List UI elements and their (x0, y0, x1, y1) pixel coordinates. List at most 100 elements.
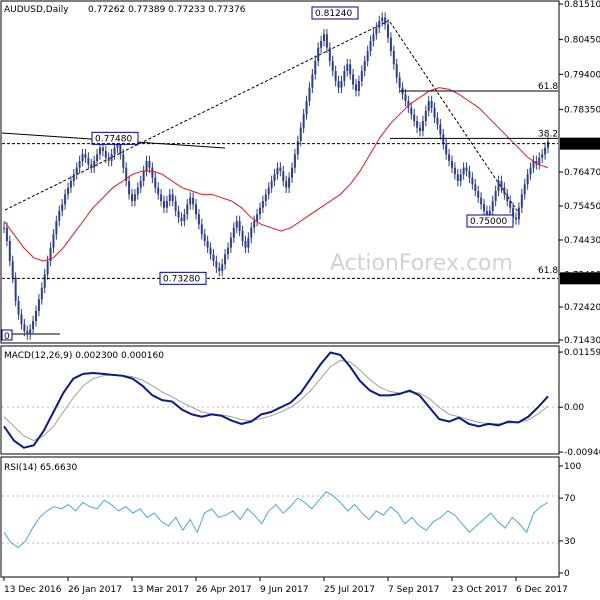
candle-body (471, 177, 474, 185)
candle-body (203, 234, 206, 241)
candle-body (58, 211, 61, 221)
level-box-label: 0.81240 (315, 9, 352, 19)
candle-body (532, 161, 535, 168)
price-pane: ActionForex.com 0.81240 0.77480 0.75000 0.7… (0, 0, 600, 346)
candle-body (538, 157, 541, 165)
candle-body (357, 81, 360, 91)
candle-body (5, 227, 8, 241)
candle-body (101, 147, 104, 151)
x-tick-label: 9 Jun 2017 (260, 585, 308, 595)
candle-body (148, 161, 151, 168)
min-level-label: 0 (4, 332, 10, 342)
candle-body (305, 101, 308, 115)
candle-body (451, 161, 453, 168)
candle-body (323, 34, 325, 41)
candle-body (372, 34, 375, 41)
support-price-label: 0.73280 (562, 274, 599, 284)
trendline-upper (4, 19, 391, 211)
candle-body (133, 194, 136, 201)
candle-body (407, 101, 410, 108)
candle-body (320, 41, 323, 48)
candle-body (343, 71, 346, 81)
x-tick-label: 13 Dec 2016 (4, 585, 62, 595)
level-box-label: 0.77480 (95, 134, 132, 144)
candle-body (526, 174, 529, 185)
candle-body (81, 154, 84, 161)
candle-body (99, 147, 101, 155)
candle-body (369, 41, 372, 51)
candle-body (23, 324, 26, 331)
candle-body (509, 201, 512, 208)
price-y-label: 0.76470 (564, 168, 600, 178)
current-price-box (560, 137, 600, 150)
candle-body (261, 201, 264, 208)
candle-body (192, 197, 195, 205)
macd-y-label: 0.01159 (564, 348, 600, 358)
candle-body (363, 61, 366, 71)
candle-body (328, 47, 331, 61)
candle-body (497, 181, 500, 191)
candle-body (448, 154, 451, 161)
candle-body (14, 277, 17, 301)
candle-body (346, 64, 349, 71)
candle-body (325, 34, 328, 48)
candle-body (267, 187, 270, 195)
candle-body (442, 134, 445, 145)
rsi-y-label: 70 (564, 494, 576, 504)
candle-body (229, 237, 232, 248)
candle-body (398, 77, 401, 88)
rsi-pane: RSI(14) 65.6630 100 70 30 0 (0, 456, 581, 579)
candle-body (40, 287, 43, 300)
candle-body (416, 121, 419, 128)
candle-body (72, 174, 75, 181)
candle-body (395, 64, 398, 78)
candle-body (419, 127, 421, 131)
candle-body (128, 181, 131, 195)
candle-body (145, 161, 148, 171)
candle-body (334, 71, 337, 81)
candle-body (90, 164, 93, 168)
candle-body (413, 114, 416, 121)
candle-body (227, 247, 229, 255)
price-y-label: 0.74430 (564, 236, 600, 246)
price-y-label: 0.71430 (564, 336, 600, 346)
candle-body (11, 261, 14, 278)
candle-body (387, 24, 389, 38)
x-tick-label: 23 Oct 2017 (452, 585, 508, 595)
x-tick-label: 26 Jan 2017 (68, 585, 122, 595)
candle-body (547, 141, 549, 148)
level-box-label: 0.73280 (163, 274, 200, 284)
candle-body (445, 144, 448, 155)
fib-label: 61.8 (538, 266, 558, 276)
candle-body (122, 154, 125, 168)
candle-body (244, 241, 247, 248)
candle-body (151, 167, 154, 178)
candle-body (314, 61, 317, 75)
candle-body (488, 211, 491, 218)
x-tick-label: 7 Sep 2017 (388, 585, 439, 595)
candle-body (35, 311, 37, 321)
current-price-label: 0.77320 (562, 140, 599, 150)
candle-body (293, 154, 296, 168)
candle-body (93, 161, 96, 168)
candle-body (221, 264, 224, 271)
candle-body (523, 184, 526, 195)
candle-body (259, 207, 261, 215)
candle-body (241, 231, 244, 241)
trendline-down (389, 21, 521, 216)
candle-body (392, 51, 395, 65)
candle-body (160, 194, 163, 201)
candle-body (215, 261, 218, 268)
candle-body (37, 299, 40, 311)
level-box-frame (159, 271, 207, 285)
candle-body (421, 121, 424, 131)
candle-body (468, 171, 471, 178)
candle-body (67, 187, 69, 195)
candle-body (299, 127, 302, 141)
candle-body (349, 64, 352, 75)
candle-body (64, 194, 67, 205)
candle-body (110, 154, 113, 161)
candle-body (235, 221, 238, 228)
level-box-frame (466, 214, 514, 228)
